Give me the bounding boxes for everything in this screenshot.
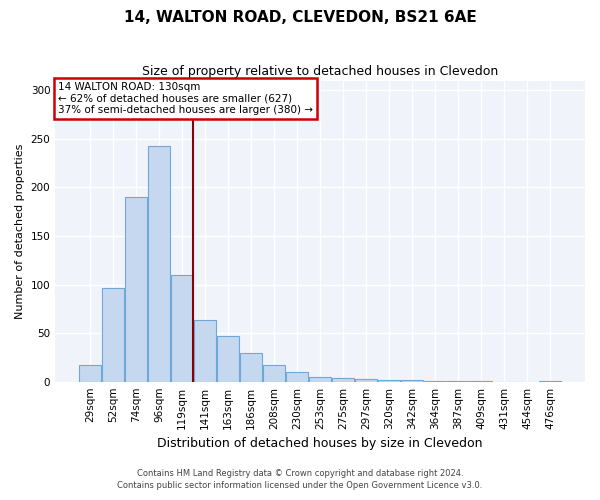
Text: 14, WALTON ROAD, CLEVEDON, BS21 6AE: 14, WALTON ROAD, CLEVEDON, BS21 6AE	[124, 10, 476, 25]
Bar	[332, 378, 354, 382]
Bar	[79, 365, 101, 382]
Bar	[217, 336, 239, 382]
Bar	[470, 380, 492, 382]
Bar	[102, 288, 124, 382]
Y-axis label: Number of detached properties: Number of detached properties	[15, 144, 25, 319]
Bar	[171, 275, 193, 382]
Bar	[240, 352, 262, 382]
X-axis label: Distribution of detached houses by size in Clevedon: Distribution of detached houses by size …	[157, 437, 483, 450]
Bar	[378, 380, 400, 382]
Bar	[148, 146, 170, 382]
Bar	[401, 380, 423, 382]
Text: Contains HM Land Registry data © Crown copyright and database right 2024.
Contai: Contains HM Land Registry data © Crown c…	[118, 468, 482, 490]
Bar	[125, 197, 147, 382]
Bar	[424, 380, 446, 382]
Title: Size of property relative to detached houses in Clevedon: Size of property relative to detached ho…	[142, 65, 498, 78]
Bar	[309, 377, 331, 382]
Bar	[355, 379, 377, 382]
Bar	[539, 380, 561, 382]
Bar	[286, 372, 308, 382]
Text: 14 WALTON ROAD: 130sqm
← 62% of detached houses are smaller (627)
37% of semi-de: 14 WALTON ROAD: 130sqm ← 62% of detached…	[58, 82, 313, 116]
Bar	[447, 380, 469, 382]
Bar	[263, 365, 285, 382]
Bar	[194, 320, 216, 382]
